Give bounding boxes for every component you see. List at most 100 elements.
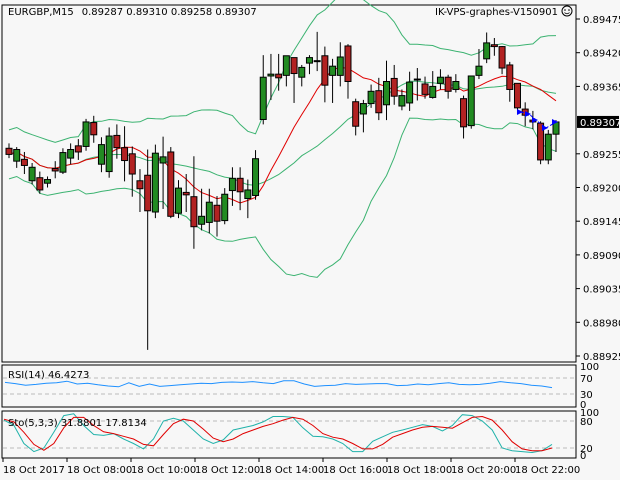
rsi-pane[interactable] <box>1 364 577 408</box>
candle <box>305 57 313 64</box>
sto-level: 100 <box>580 408 599 419</box>
candle <box>390 77 398 97</box>
candle <box>544 133 552 161</box>
rsi-level: 70 <box>580 374 593 385</box>
rsi-level: 30 <box>580 390 593 401</box>
candle <box>97 144 105 165</box>
candle <box>336 56 344 76</box>
bollinger-upper <box>8 0 557 143</box>
time-label: 18 Oct 14:00 <box>259 465 324 476</box>
candle <box>298 66 306 78</box>
candle <box>167 151 175 217</box>
candle <box>74 145 82 153</box>
sto-signal-line <box>3 415 553 452</box>
candle <box>398 95 406 107</box>
time-label: 18 Oct 08:00 <box>67 465 132 476</box>
symbol-ohlc: EURGBP,M15 0.89287 0.89310 0.89258 0.8930… <box>8 7 257 18</box>
time-label: 18 Oct 2017 <box>3 465 65 476</box>
time-label: 18 Oct 22:00 <box>515 465 580 476</box>
candle <box>259 76 267 120</box>
indicator-name: IK-VPS-graphes-V150901 <box>435 7 558 18</box>
candle <box>51 168 59 172</box>
candle <box>406 81 414 104</box>
candle <box>228 177 236 192</box>
price-label: 0.89145 <box>583 217 620 228</box>
time-label: 18 Oct 10:00 <box>131 465 196 476</box>
candle <box>121 147 129 162</box>
candle <box>537 122 545 161</box>
candle <box>221 193 229 222</box>
candle <box>460 98 468 128</box>
candle <box>359 103 367 115</box>
candle <box>429 85 437 98</box>
current-price-label: 0.89307 <box>580 118 620 129</box>
sto-main-line <box>3 413 553 454</box>
candle <box>282 55 290 76</box>
candle <box>13 149 21 162</box>
candle <box>67 149 75 159</box>
candle <box>82 121 90 147</box>
candle <box>113 134 121 149</box>
candle <box>413 78 421 81</box>
candle <box>367 90 375 105</box>
candle <box>190 196 198 228</box>
candle <box>267 73 275 77</box>
price-label: 0.88925 <box>583 352 620 363</box>
sto-title: Sto(5,3,3) 31.8801 17.8134 <box>8 418 147 429</box>
candle <box>144 174 152 212</box>
candle <box>182 191 190 196</box>
candle <box>90 122 98 136</box>
candle <box>513 82 521 109</box>
current-price-tag <box>577 115 619 128</box>
candle <box>498 46 506 69</box>
price-label: 0.89365 <box>583 82 620 93</box>
candle <box>344 45 352 82</box>
candle <box>290 57 298 75</box>
rsi-line <box>4 380 553 389</box>
price-label: 0.89035 <box>583 285 620 296</box>
smiley-icon <box>561 5 573 17</box>
signal-arrows <box>517 109 558 131</box>
candle <box>5 147 13 155</box>
candle <box>252 158 260 196</box>
sto-level: 0 <box>580 451 586 462</box>
candle <box>213 204 221 222</box>
price-label: 0.89475 <box>583 15 620 26</box>
sto-level: 80 <box>580 417 593 428</box>
candle <box>483 42 491 60</box>
candle <box>198 215 206 225</box>
rsi-level: 0 <box>580 400 586 411</box>
time-label: 18 Oct 16:00 <box>323 465 388 476</box>
candle <box>352 101 360 127</box>
time-label: 18 Oct 12:00 <box>195 465 260 476</box>
candle <box>313 60 321 63</box>
candle <box>329 65 337 76</box>
candle <box>128 153 136 175</box>
arrow-icon <box>542 125 548 131</box>
sto-level: 20 <box>580 444 593 455</box>
candle <box>105 135 113 173</box>
candle <box>44 179 52 184</box>
time-label: 18 Oct 18:00 <box>387 465 452 476</box>
candle <box>321 55 329 86</box>
candle <box>174 187 182 214</box>
candle <box>244 189 252 200</box>
arrow-icon <box>525 111 531 117</box>
candlesticks <box>5 31 560 350</box>
arrow-icon <box>532 117 538 123</box>
candle <box>151 152 159 213</box>
candle <box>275 73 283 79</box>
price-label: 0.89255 <box>583 150 620 161</box>
rsi-title: RSI(14) 46.4273 <box>8 370 89 381</box>
candle <box>383 80 391 106</box>
candle <box>444 76 452 92</box>
